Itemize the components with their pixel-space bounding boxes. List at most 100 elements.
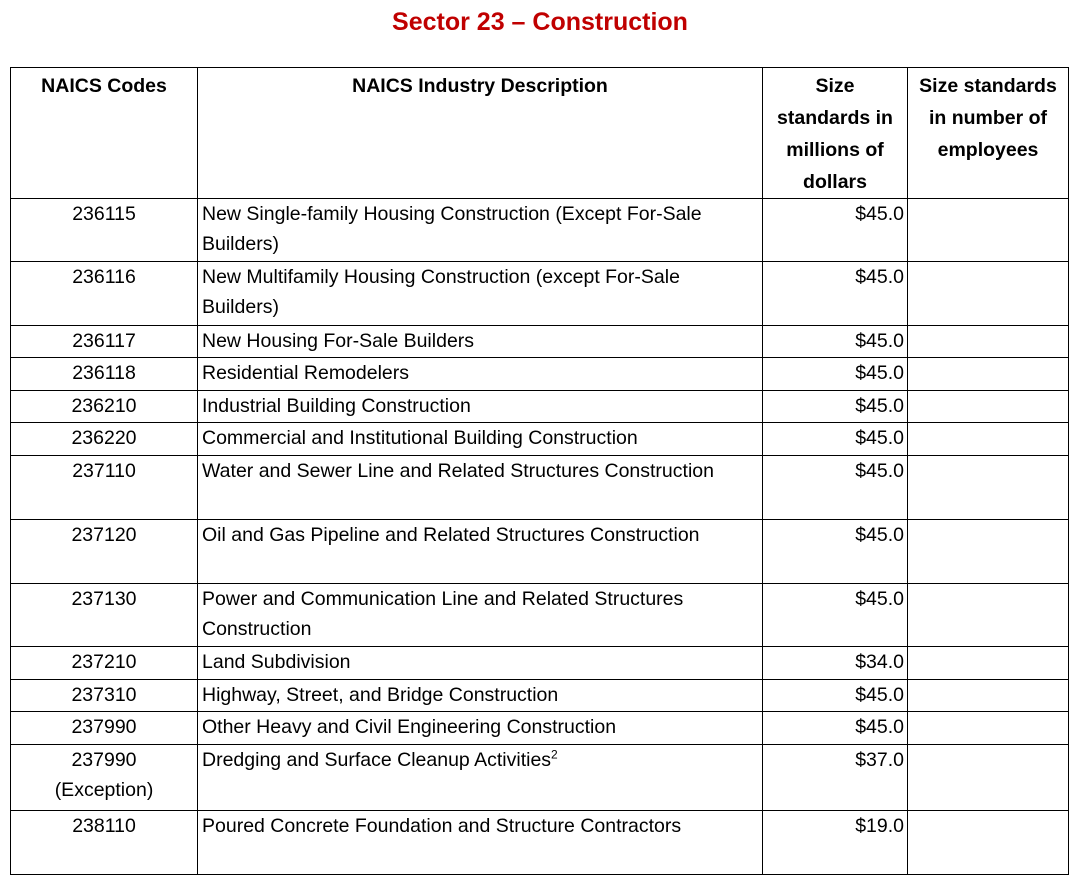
dollars-cell: $45.0	[762, 711, 908, 745]
dollars-cell: $45.0	[762, 261, 908, 326]
industry-description: New Single-family Housing Construction (…	[202, 203, 702, 255]
description-cell: New Single-family Housing Construction (…	[197, 198, 763, 262]
employees-cell	[907, 711, 1069, 745]
dollars-cell: $45.0	[762, 455, 908, 520]
naics-code: 236220	[71, 427, 137, 449]
size-standard-dollars: $45.0	[855, 427, 904, 449]
table-row: 237110 Water and Sewer Line and Related S…	[10, 455, 1069, 520]
code-cell: 237990	[10, 711, 198, 745]
dollars-cell: $45.0	[762, 583, 908, 647]
employees-cell	[907, 519, 1069, 584]
industry-description: Highway, Street, and Bridge Construction	[202, 684, 559, 706]
description-cell: Dredging and Surface Cleanup Activities2	[197, 744, 763, 811]
naics-code: 236210	[71, 395, 137, 417]
size-standard-dollars: $45.0	[855, 684, 904, 706]
dollars-cell: $45.0	[762, 325, 908, 358]
size-standard-dollars: $34.0	[855, 651, 904, 673]
table-row: 236117 New Housing For-Sale Builders $45.0	[10, 325, 1069, 358]
employees-cell	[907, 744, 1069, 811]
dollars-cell: $19.0	[762, 810, 908, 875]
employees-cell	[907, 325, 1069, 358]
industry-description: Water and Sewer Line and Related Structu…	[202, 460, 714, 482]
code-cell: 236210	[10, 390, 198, 423]
description-cell: Water and Sewer Line and Related Structu…	[197, 455, 763, 520]
code-cell: 237210	[10, 646, 198, 680]
code-cell: 237130	[10, 583, 198, 647]
naics-code: 237990	[71, 716, 137, 738]
dollars-cell: $45.0	[762, 519, 908, 584]
naics-code: 237310	[71, 684, 137, 706]
code-cell: 237990 (Exception)	[10, 744, 198, 811]
description-cell: Industrial Building Construction	[197, 390, 763, 423]
table-row: 237130 Power and Communication Line and R…	[10, 583, 1069, 647]
description-cell: Land Subdivision	[197, 646, 763, 680]
industry-description: Residential Remodelers	[202, 362, 410, 384]
employees-cell	[907, 390, 1069, 423]
dollars-cell: $45.0	[762, 357, 908, 391]
employees-cell	[907, 810, 1069, 875]
naics-code: 237210	[71, 651, 137, 673]
industry-description: Other Heavy and Civil Engineering Constr…	[202, 716, 617, 738]
code-cell: 236116	[10, 261, 198, 326]
size-standard-dollars: $45.0	[855, 588, 904, 610]
table-row: 236115 New Single-family Housing Construc…	[10, 198, 1069, 262]
code-cell: 237110	[10, 455, 198, 520]
naics-code: 237990	[71, 749, 137, 771]
employees-cell	[907, 679, 1069, 712]
table-row: 236220 Commercial and Institutional Build…	[10, 422, 1069, 456]
table-row: 236210 Industrial Building Construction $4…	[10, 390, 1069, 423]
industry-description: New Housing For-Sale Builders	[202, 330, 475, 352]
description-cell: Oil and Gas Pipeline and Related Structu…	[197, 519, 763, 584]
table-row: 237210 Land Subdivision $34.0	[10, 646, 1069, 680]
size-standard-dollars: $45.0	[855, 395, 904, 417]
dollars-cell: $34.0	[762, 646, 908, 680]
employees-cell	[907, 422, 1069, 456]
naics-code: 237130	[71, 588, 137, 610]
description-cell: Power and Communication Line and Related…	[197, 583, 763, 647]
description-cell: Poured Concrete Foundation and Structure…	[197, 810, 763, 875]
column-header: Size standards in millions of dollars	[762, 67, 908, 199]
table-body: 236115 New Single-family Housing Construc…	[10, 198, 1069, 875]
size-table: NAICS Codes NAICS Industry Description S…	[10, 67, 1069, 875]
table-row: 237990 Other Heavy and Civil Engineering …	[10, 711, 1069, 745]
code-cell: 237310	[10, 679, 198, 712]
naics-code: 237110	[72, 460, 136, 482]
column-header: NAICS Industry Description	[197, 67, 763, 199]
dollars-cell: $45.0	[762, 422, 908, 456]
employees-cell	[907, 198, 1069, 262]
code-note: (Exception)	[54, 779, 154, 801]
size-standard-dollars: $45.0	[855, 716, 904, 738]
industry-description: Oil and Gas Pipeline and Related Structu…	[202, 524, 700, 546]
column-header: NAICS Codes	[10, 67, 198, 199]
description-cell: Highway, Street, and Bridge Construction	[197, 679, 763, 712]
size-standard-dollars: $45.0	[855, 203, 904, 225]
industry-description: New Multifamily Housing Construction (ex…	[202, 266, 680, 318]
industry-description: Industrial Building Construction	[202, 395, 471, 417]
header-row: NAICS Codes NAICS Industry Description S…	[10, 67, 1069, 199]
description-cell: Residential Remodelers	[197, 357, 763, 391]
description-cell: New Multifamily Housing Construction (ex…	[197, 261, 763, 326]
naics-code: 236115	[72, 203, 136, 225]
size-standard-dollars: $37.0	[855, 749, 904, 771]
dollars-cell: $37.0	[762, 744, 908, 811]
size-standard-dollars: $45.0	[855, 524, 904, 546]
table-row: 236116 New Multifamily Housing Constructi…	[10, 261, 1069, 326]
naics-code: 237120	[71, 524, 137, 546]
size-standard-dollars: $45.0	[855, 266, 904, 288]
dollars-cell: $45.0	[762, 390, 908, 423]
dollars-cell: $45.0	[762, 198, 908, 262]
description-cell: New Housing For-Sale Builders	[197, 325, 763, 358]
size-standard-dollars: $45.0	[855, 330, 904, 352]
table-row: 236118 Residential Remodelers $45.0	[10, 357, 1069, 391]
code-cell: 236118	[10, 357, 198, 391]
employees-cell	[907, 357, 1069, 391]
naics-code: 236118	[72, 362, 136, 384]
table-row: 237310 Highway, Street, and Bridge Constr…	[10, 679, 1069, 712]
code-cell: 237120	[10, 519, 198, 584]
employees-cell	[907, 455, 1069, 520]
code-cell: 236115	[10, 198, 198, 262]
description-cell: Commercial and Institutional Building Co…	[197, 422, 763, 456]
footnote-marker: 2	[551, 747, 558, 762]
size-standard-dollars: $45.0	[855, 362, 904, 384]
